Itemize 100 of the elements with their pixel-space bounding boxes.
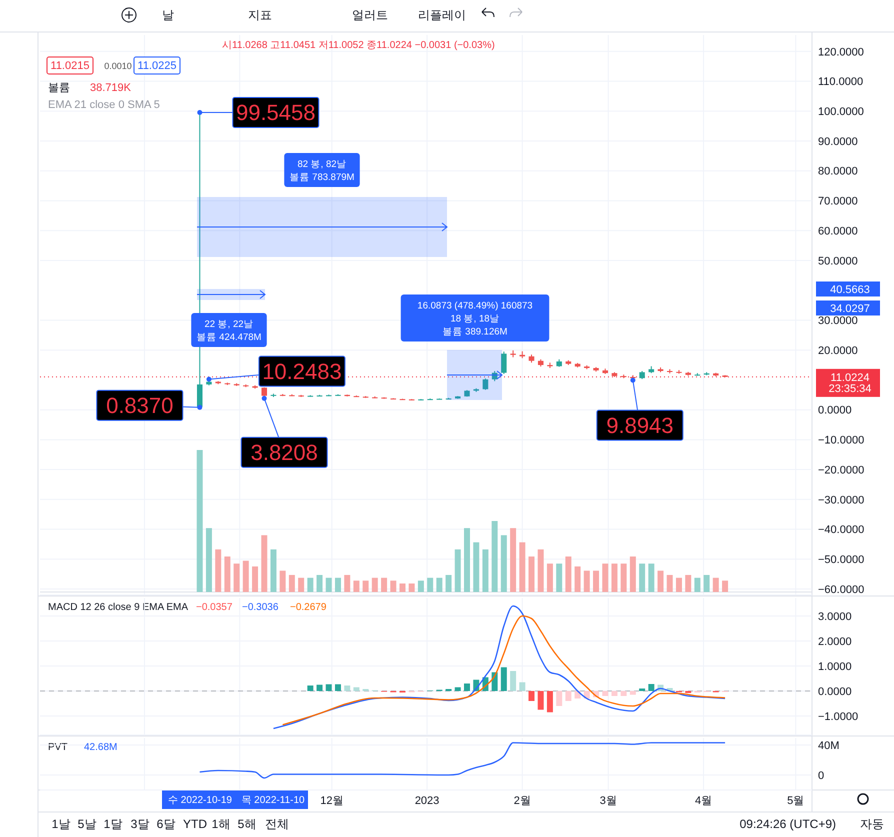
y-tick-label: 20.0000 [818,344,858,357]
bar [353,687,360,691]
bar [565,691,572,701]
bar [593,570,600,592]
bar [611,691,618,696]
bar [500,667,507,691]
bar [372,578,378,592]
bar [298,578,304,592]
y-tick-label: −50.0000 [818,554,864,566]
y-tick-label: −40.0000 [818,524,864,536]
bar [344,574,350,592]
bar [538,549,544,592]
y-tick-label: 90.0000 [818,136,858,148]
y-tick-label: −60.0000 [818,584,864,596]
text: 1날 [52,817,70,831]
y-tick-label: 30.0000 [818,315,858,328]
bar [408,583,415,592]
bar [694,578,700,592]
bar [344,686,350,691]
bar [464,528,470,592]
bar [556,691,562,706]
bar [454,549,461,592]
annotation: 38.719K [90,82,132,94]
text: 1해 [212,817,230,831]
bar [307,686,314,691]
bar [620,564,627,592]
bar [556,564,562,592]
bar [584,691,590,698]
y-tick-label: 3.0000 [818,610,852,623]
text: 3달 [130,817,150,831]
bar [326,578,332,592]
annotation: −0.0357 [196,602,233,613]
text: 5날 [78,817,96,831]
x-tick-label: 4월 [694,795,712,807]
bar [288,574,295,592]
bar [630,691,636,695]
y-tick-label: 80.0000 [818,166,858,178]
bar [685,574,692,592]
y-tick-label: 0.0000 [818,686,852,698]
bar [316,684,323,691]
annotation: 34.0297 [830,302,870,315]
bar [565,556,572,592]
y-tick-label: 0 [818,770,824,782]
y-tick-label: 60.0000 [818,225,858,238]
y-tick-label: 50.0000 [818,255,858,268]
y-tick-label: −20.0000 [818,464,864,476]
chart-title: MACD 12 26 close 9 EMA EMA [48,602,188,613]
y-tick-label: −30.0000 [818,494,864,506]
bar [446,574,452,592]
text: 자동 [860,817,884,831]
text: YTD [183,817,208,831]
bar [381,578,388,592]
bar [584,570,590,592]
x-tick-label: 2월 [514,795,531,807]
annotation: 11.0215 [50,60,90,72]
bar [528,691,535,701]
bar [316,574,323,592]
bar [473,542,480,592]
bar [704,574,710,592]
bar [224,556,230,592]
annotation: 16.0873 (478.49%) 160873 18 봉, 18날 볼륨 389.126M [417,300,533,338]
ref-line-label: 11.0224 [830,372,870,384]
text: 09:24:26 (UTC+9) [740,817,836,831]
bar [280,570,286,592]
y-tick-label: 2.0000 [818,636,852,648]
bar [326,684,332,691]
bar [427,578,434,592]
bar [234,564,240,592]
bar [215,549,222,592]
y-tick-label: 120.0000 [818,46,864,58]
bar [658,570,664,592]
text: 6달 [156,817,176,831]
y-tick-label: 110.0000 [818,76,864,88]
text: 리플레이 [418,8,466,22]
x-tick-label: 2023 [414,795,440,807]
bar [510,671,516,691]
annotation: 22 봉, 22날 볼륨 424.478M [196,319,262,343]
bar [648,684,654,691]
y-tick-label: −10.0000 [818,434,864,447]
annotation: −0.3036 [242,602,279,613]
y-tick-label: 100.0000 [818,106,864,118]
bar [196,450,203,592]
annotation: EMA 21 close 0 SMA 5 [48,99,160,111]
bar [482,549,488,592]
bar [630,556,636,592]
bar [546,564,553,592]
bar [252,566,258,592]
bar [648,564,654,592]
bar [620,691,627,696]
bar [261,535,268,592]
bar [492,521,498,592]
bar [270,549,276,592]
y-tick-label: 0.0000 [818,404,852,417]
bar [500,535,507,592]
bar [206,528,212,592]
annotation: 23:35:34 [828,383,872,395]
bar [334,578,341,592]
annotation: 3.8208 [250,440,318,466]
x-tick-label: 5월 [787,795,804,807]
bar [307,578,314,592]
